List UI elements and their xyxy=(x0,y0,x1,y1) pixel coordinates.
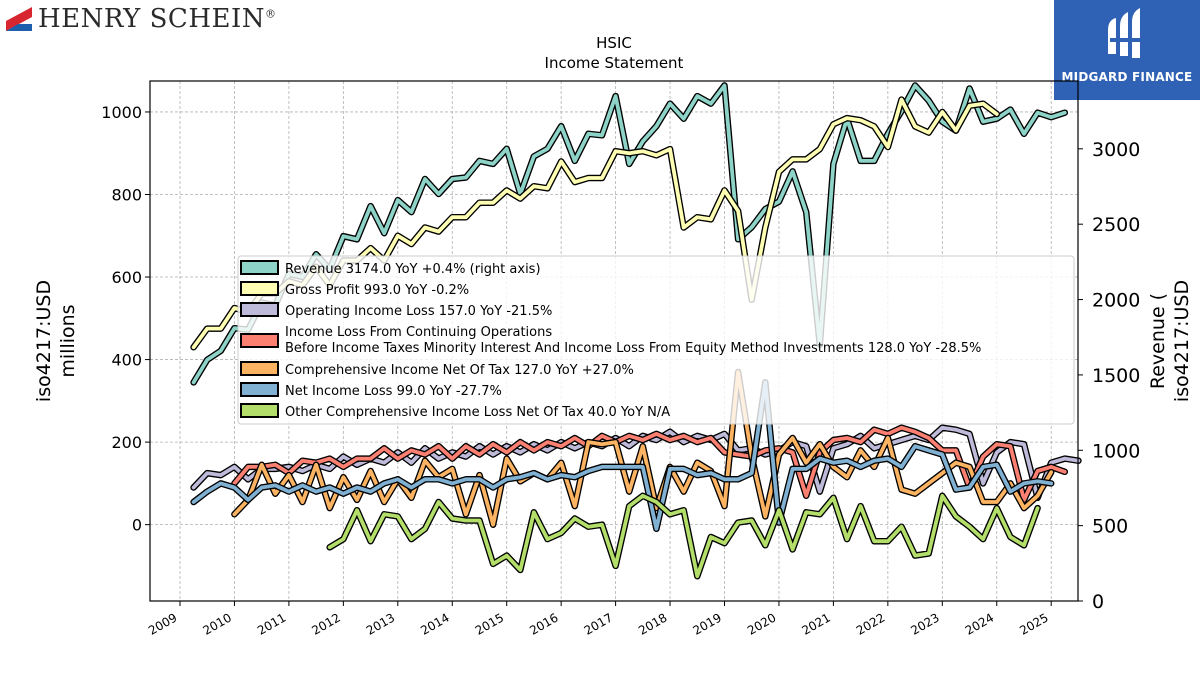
series-6 xyxy=(326,492,1041,580)
series-0 xyxy=(190,82,1069,386)
x-tick-label: 2018 xyxy=(636,610,669,637)
y-tick-label: 600 xyxy=(111,268,142,287)
legend-label: Net Income Loss 99.0 YoY -27.7% xyxy=(285,384,502,399)
legend-swatch xyxy=(240,281,279,296)
y-right-tick-label: 0 xyxy=(1092,591,1104,613)
y-right-tick-label: 3000 xyxy=(1092,139,1140,161)
plot-frame xyxy=(149,80,1079,602)
henry-schein-star-icon xyxy=(6,7,32,31)
series-line xyxy=(327,493,1040,579)
x-tick-label: 2011 xyxy=(255,610,288,637)
legend-label: Comprehensive Income Net Of Tax 127.0 Yo… xyxy=(285,363,634,378)
y-tick-label: 1000 xyxy=(101,103,142,122)
y-tick-label: 800 xyxy=(111,185,142,204)
legend-label-line2: Before Income Taxes Minority Interest An… xyxy=(285,341,981,356)
x-tick-label: 2014 xyxy=(418,610,451,637)
x-tick-label: 2025 xyxy=(1017,610,1050,637)
legend: Revenue 3174.0 YoY +0.4% (right axis) Gro… xyxy=(237,255,1075,425)
logo-stripe-red xyxy=(6,7,32,31)
legend-swatch xyxy=(240,260,279,275)
y-tick-label: 0 xyxy=(132,516,142,535)
x-tick-label: 2017 xyxy=(582,610,615,637)
x-tick-label: 2012 xyxy=(309,610,342,637)
x-tick-label: 2010 xyxy=(200,610,233,637)
midgard-logo-icon xyxy=(1108,8,1144,58)
axes: 2009 2010 2011 2012 2013 2014 2015 2016 2017 2018… xyxy=(33,103,1193,638)
series-4 xyxy=(231,368,1055,528)
y-right-tick-label: 1500 xyxy=(1092,365,1140,387)
y-axis-label-line2: millions xyxy=(57,304,79,377)
henry-schein-logo: HENRY SCHEIN® xyxy=(6,4,277,34)
x-tick-label: 2024 xyxy=(963,610,996,637)
x-tick-label: 2022 xyxy=(854,610,887,637)
y-axis-label: iso4217:USD millions xyxy=(33,280,79,402)
x-tick-label: 2023 xyxy=(908,610,941,637)
legend-swatch xyxy=(240,361,279,376)
x-tick-label: 2013 xyxy=(364,610,397,637)
legend-label: Revenue 3174.0 YoY +0.4% (right axis) xyxy=(285,262,541,277)
y-right-tick-label: 1000 xyxy=(1092,440,1140,462)
legend-label: Gross Profit 993.0 YoY -0.2% xyxy=(285,283,469,298)
y-right-tick-label: 2500 xyxy=(1092,214,1140,236)
y-axis-label-line1: iso4217:USD xyxy=(33,280,55,402)
legend-swatch xyxy=(240,403,279,418)
x-tick-label: 2009 xyxy=(146,610,179,637)
x-tick-label: 2015 xyxy=(473,610,506,637)
y-axis-right-label: Revenue (iso4217:USD xyxy=(1147,280,1193,402)
logo-stripe-blue xyxy=(6,24,32,31)
legend-label: Operating Income Loss 157.0 YoY -21.5% xyxy=(285,304,552,319)
x-tick-label: 2021 xyxy=(799,610,832,637)
legend-swatch xyxy=(240,382,279,397)
series-line xyxy=(232,370,1054,527)
legend-swatch xyxy=(240,302,279,317)
y-axis-right-label-line1: Revenue ( xyxy=(1147,293,1169,389)
y-tick-label: 400 xyxy=(111,351,142,370)
y-axis-right-label-line2: iso4217:USD xyxy=(1171,280,1193,402)
series-line xyxy=(191,380,1054,531)
chart-title: HSIC xyxy=(596,34,632,52)
series-5 xyxy=(190,379,1055,533)
y-right-tick-label: 2000 xyxy=(1092,290,1140,312)
series-line xyxy=(232,425,1067,502)
legend-frame xyxy=(237,255,1075,425)
y-right-tick-label: 500 xyxy=(1092,516,1128,538)
x-tick-label: 2016 xyxy=(527,610,560,637)
chart-subtitle: Income Statement xyxy=(545,54,684,72)
series-3 xyxy=(231,424,1069,504)
legend-swatch xyxy=(240,333,279,348)
legend-label: Other Comprehensive Income Loss Net Of T… xyxy=(285,405,670,420)
midgard-finance-name: MIDGARD FINANCE xyxy=(1061,70,1193,84)
henry-schein-wordmark: HENRY SCHEIN® xyxy=(38,4,277,34)
y-tick-label: 200 xyxy=(111,433,142,452)
x-tick-label: 2019 xyxy=(691,610,724,637)
series-line xyxy=(191,83,1067,385)
x-tick-label: 2020 xyxy=(745,610,778,637)
legend-label: Income Loss From Continuing Operations xyxy=(285,325,552,340)
